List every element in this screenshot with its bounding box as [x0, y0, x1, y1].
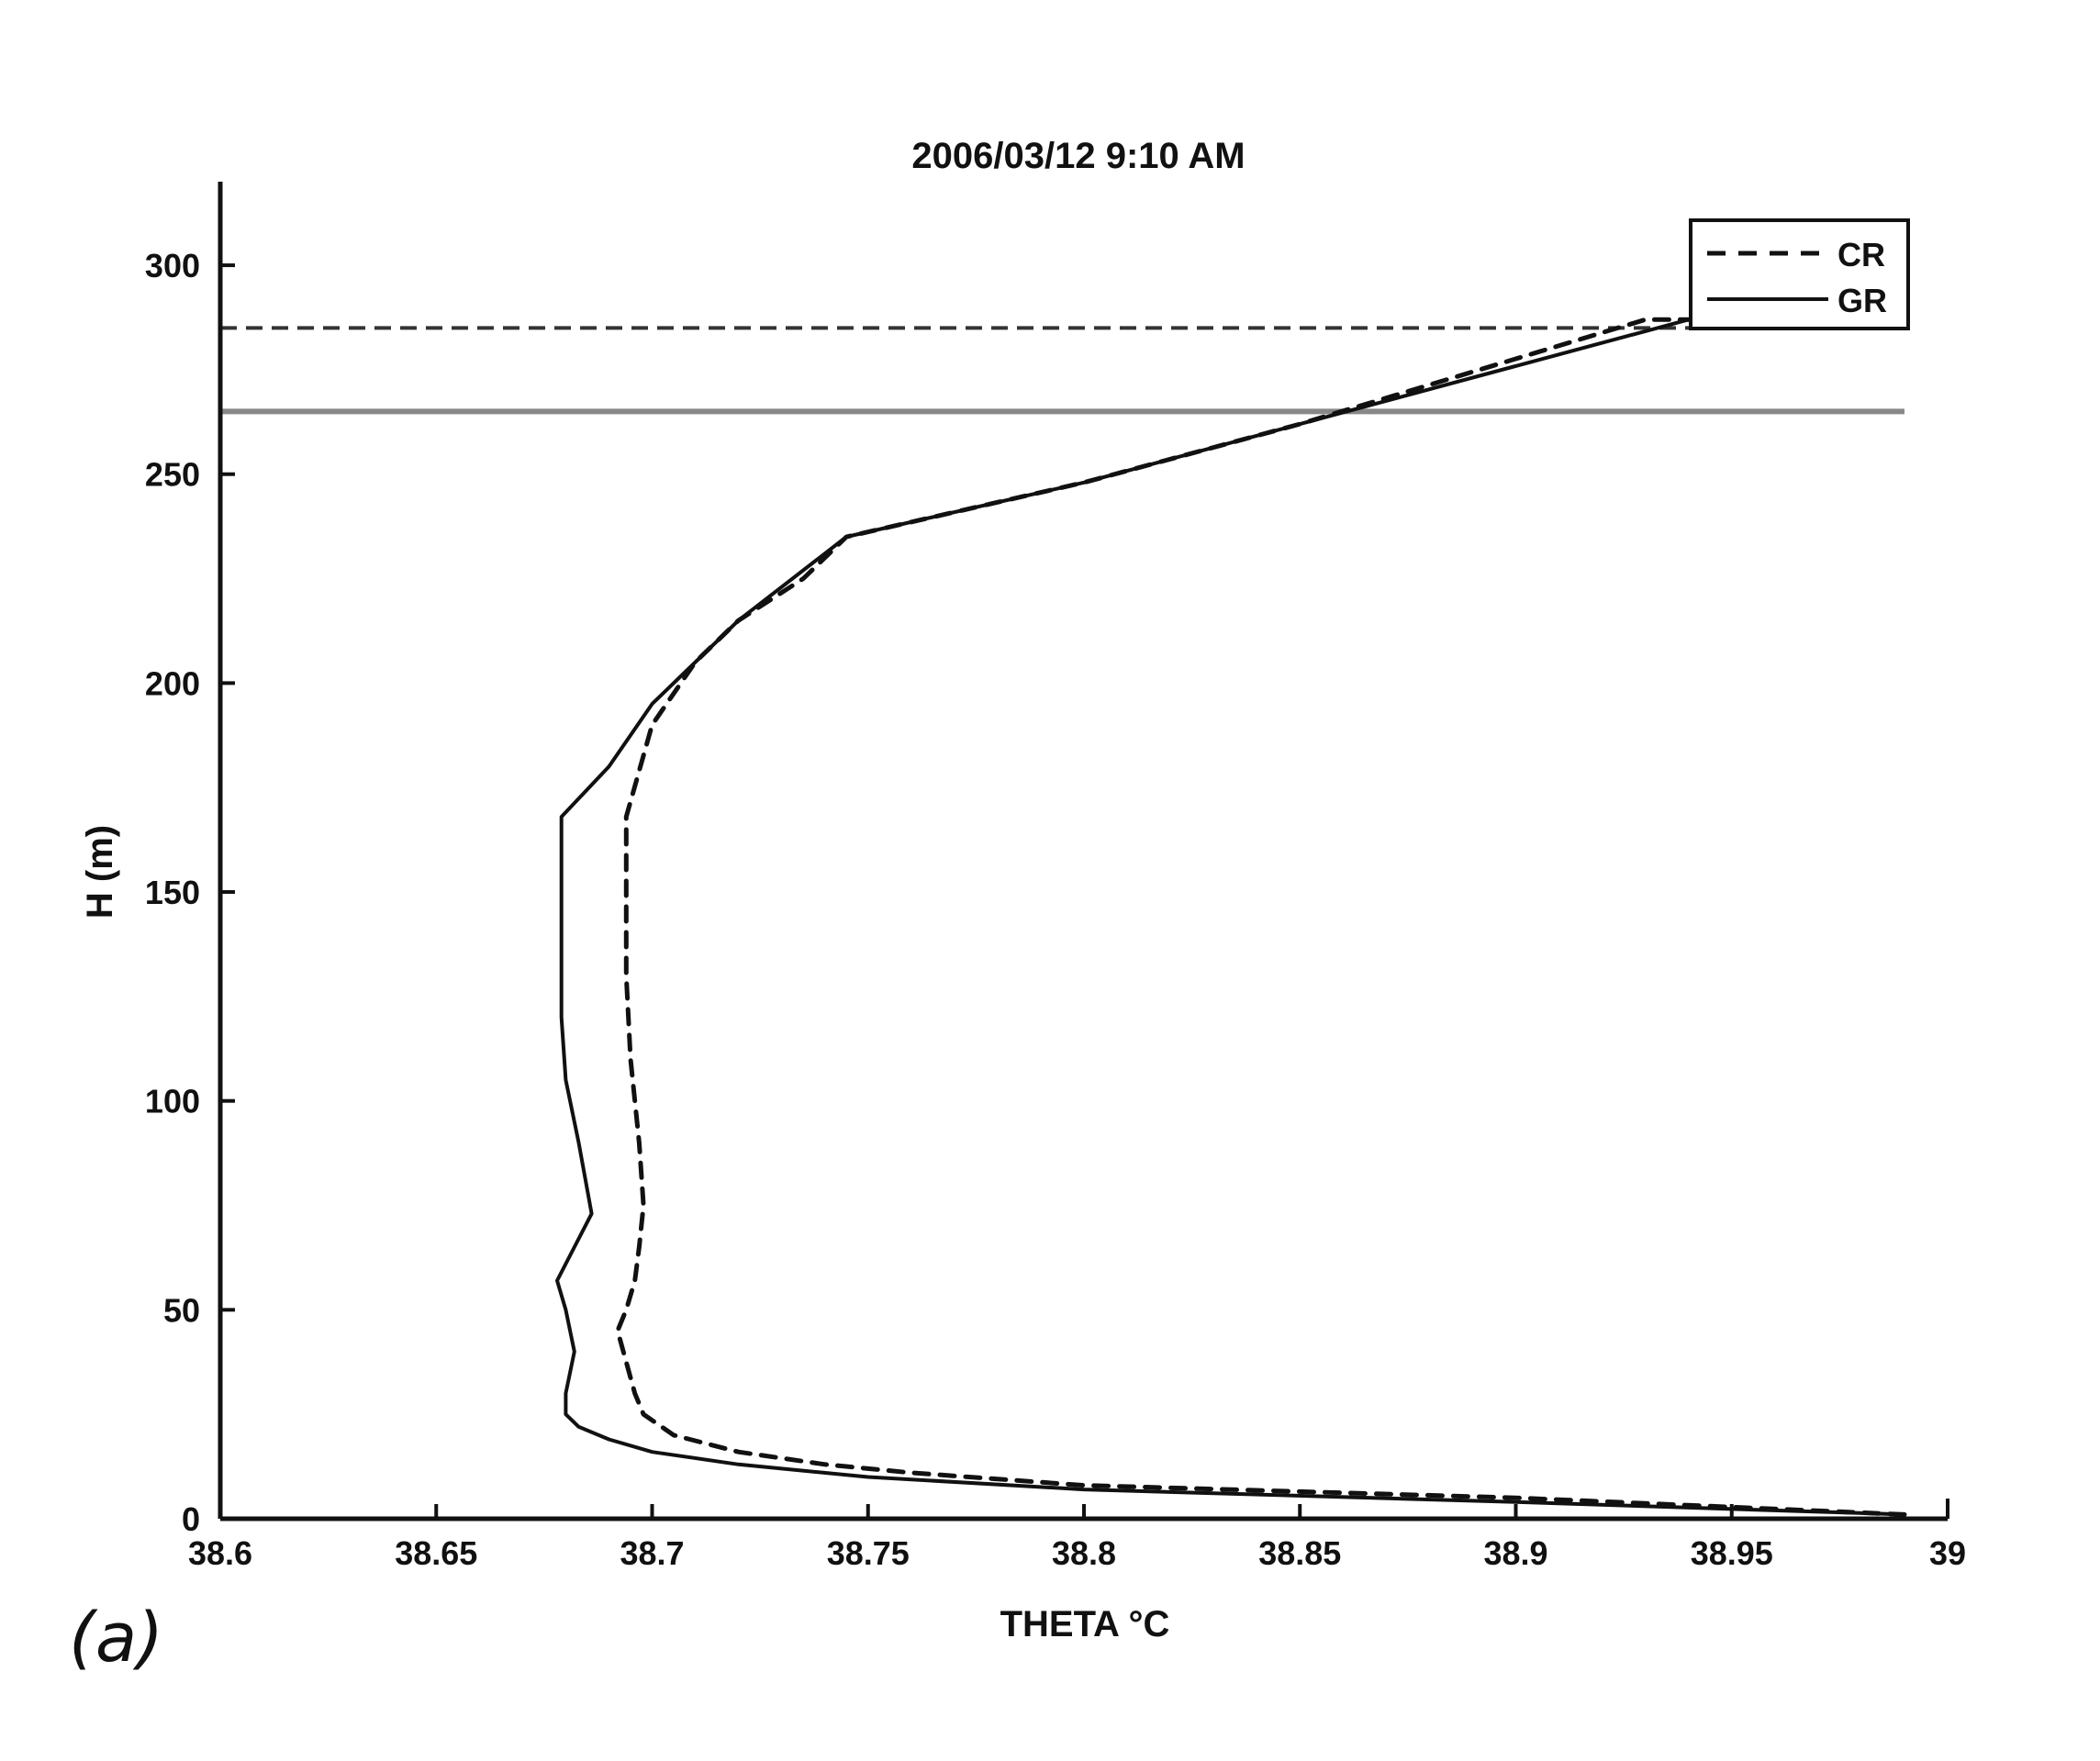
series-lines	[555, 317, 1907, 1517]
legend-label-cr: CR	[1838, 236, 1885, 273]
x-ticks: 38.6 38.65 38.7 38.75 38.8 38.85 38.9 38.95 39	[188, 1504, 1966, 1572]
y-tick-label: 200	[145, 664, 200, 702]
plot-area: 38.6 38.65 38.7 38.75 38.8 38.85 38.9 38.95 39 0…	[145, 182, 1966, 1572]
x-tick-label: 38.85	[1258, 1534, 1341, 1572]
y-axis-label: H (m)	[80, 825, 120, 919]
y-tick-label: 250	[145, 456, 200, 494]
x-axis-label: THETA °C	[1000, 1604, 1170, 1644]
y-tick-label: 150	[145, 874, 200, 911]
x-tick-label: 38.6	[188, 1534, 252, 1572]
legend: CR GR	[1689, 218, 1910, 330]
series-line-gr	[555, 318, 1906, 1517]
x-tick-label: 38.65	[395, 1534, 477, 1572]
x-tick-label: 39	[1929, 1534, 1966, 1572]
x-tick-label: 38.9	[1483, 1534, 1547, 1572]
reference-lines	[220, 326, 1905, 415]
y-tick-label: 100	[145, 1083, 200, 1120]
legend-label-gr: GR	[1838, 282, 1887, 319]
series-line-cr	[615, 317, 1907, 1517]
x-tick-label: 38.75	[827, 1534, 910, 1572]
y-tick-label: 0	[182, 1500, 200, 1538]
axes	[218, 182, 1949, 1521]
x-tick-label: 38.8	[1052, 1534, 1116, 1572]
x-tick-label: 38.7	[620, 1534, 684, 1572]
chart-title: 2006/03/12 9:10 AM	[911, 136, 1245, 176]
panel-label: (a)	[69, 1599, 163, 1677]
y-tick-label: 300	[145, 247, 200, 284]
y-ticks: 0 50 100 150 200 250 300	[145, 247, 235, 1538]
x-tick-label: 38.95	[1691, 1534, 1773, 1572]
legend-box	[1689, 218, 1910, 330]
y-tick-label: 50	[163, 1291, 200, 1329]
